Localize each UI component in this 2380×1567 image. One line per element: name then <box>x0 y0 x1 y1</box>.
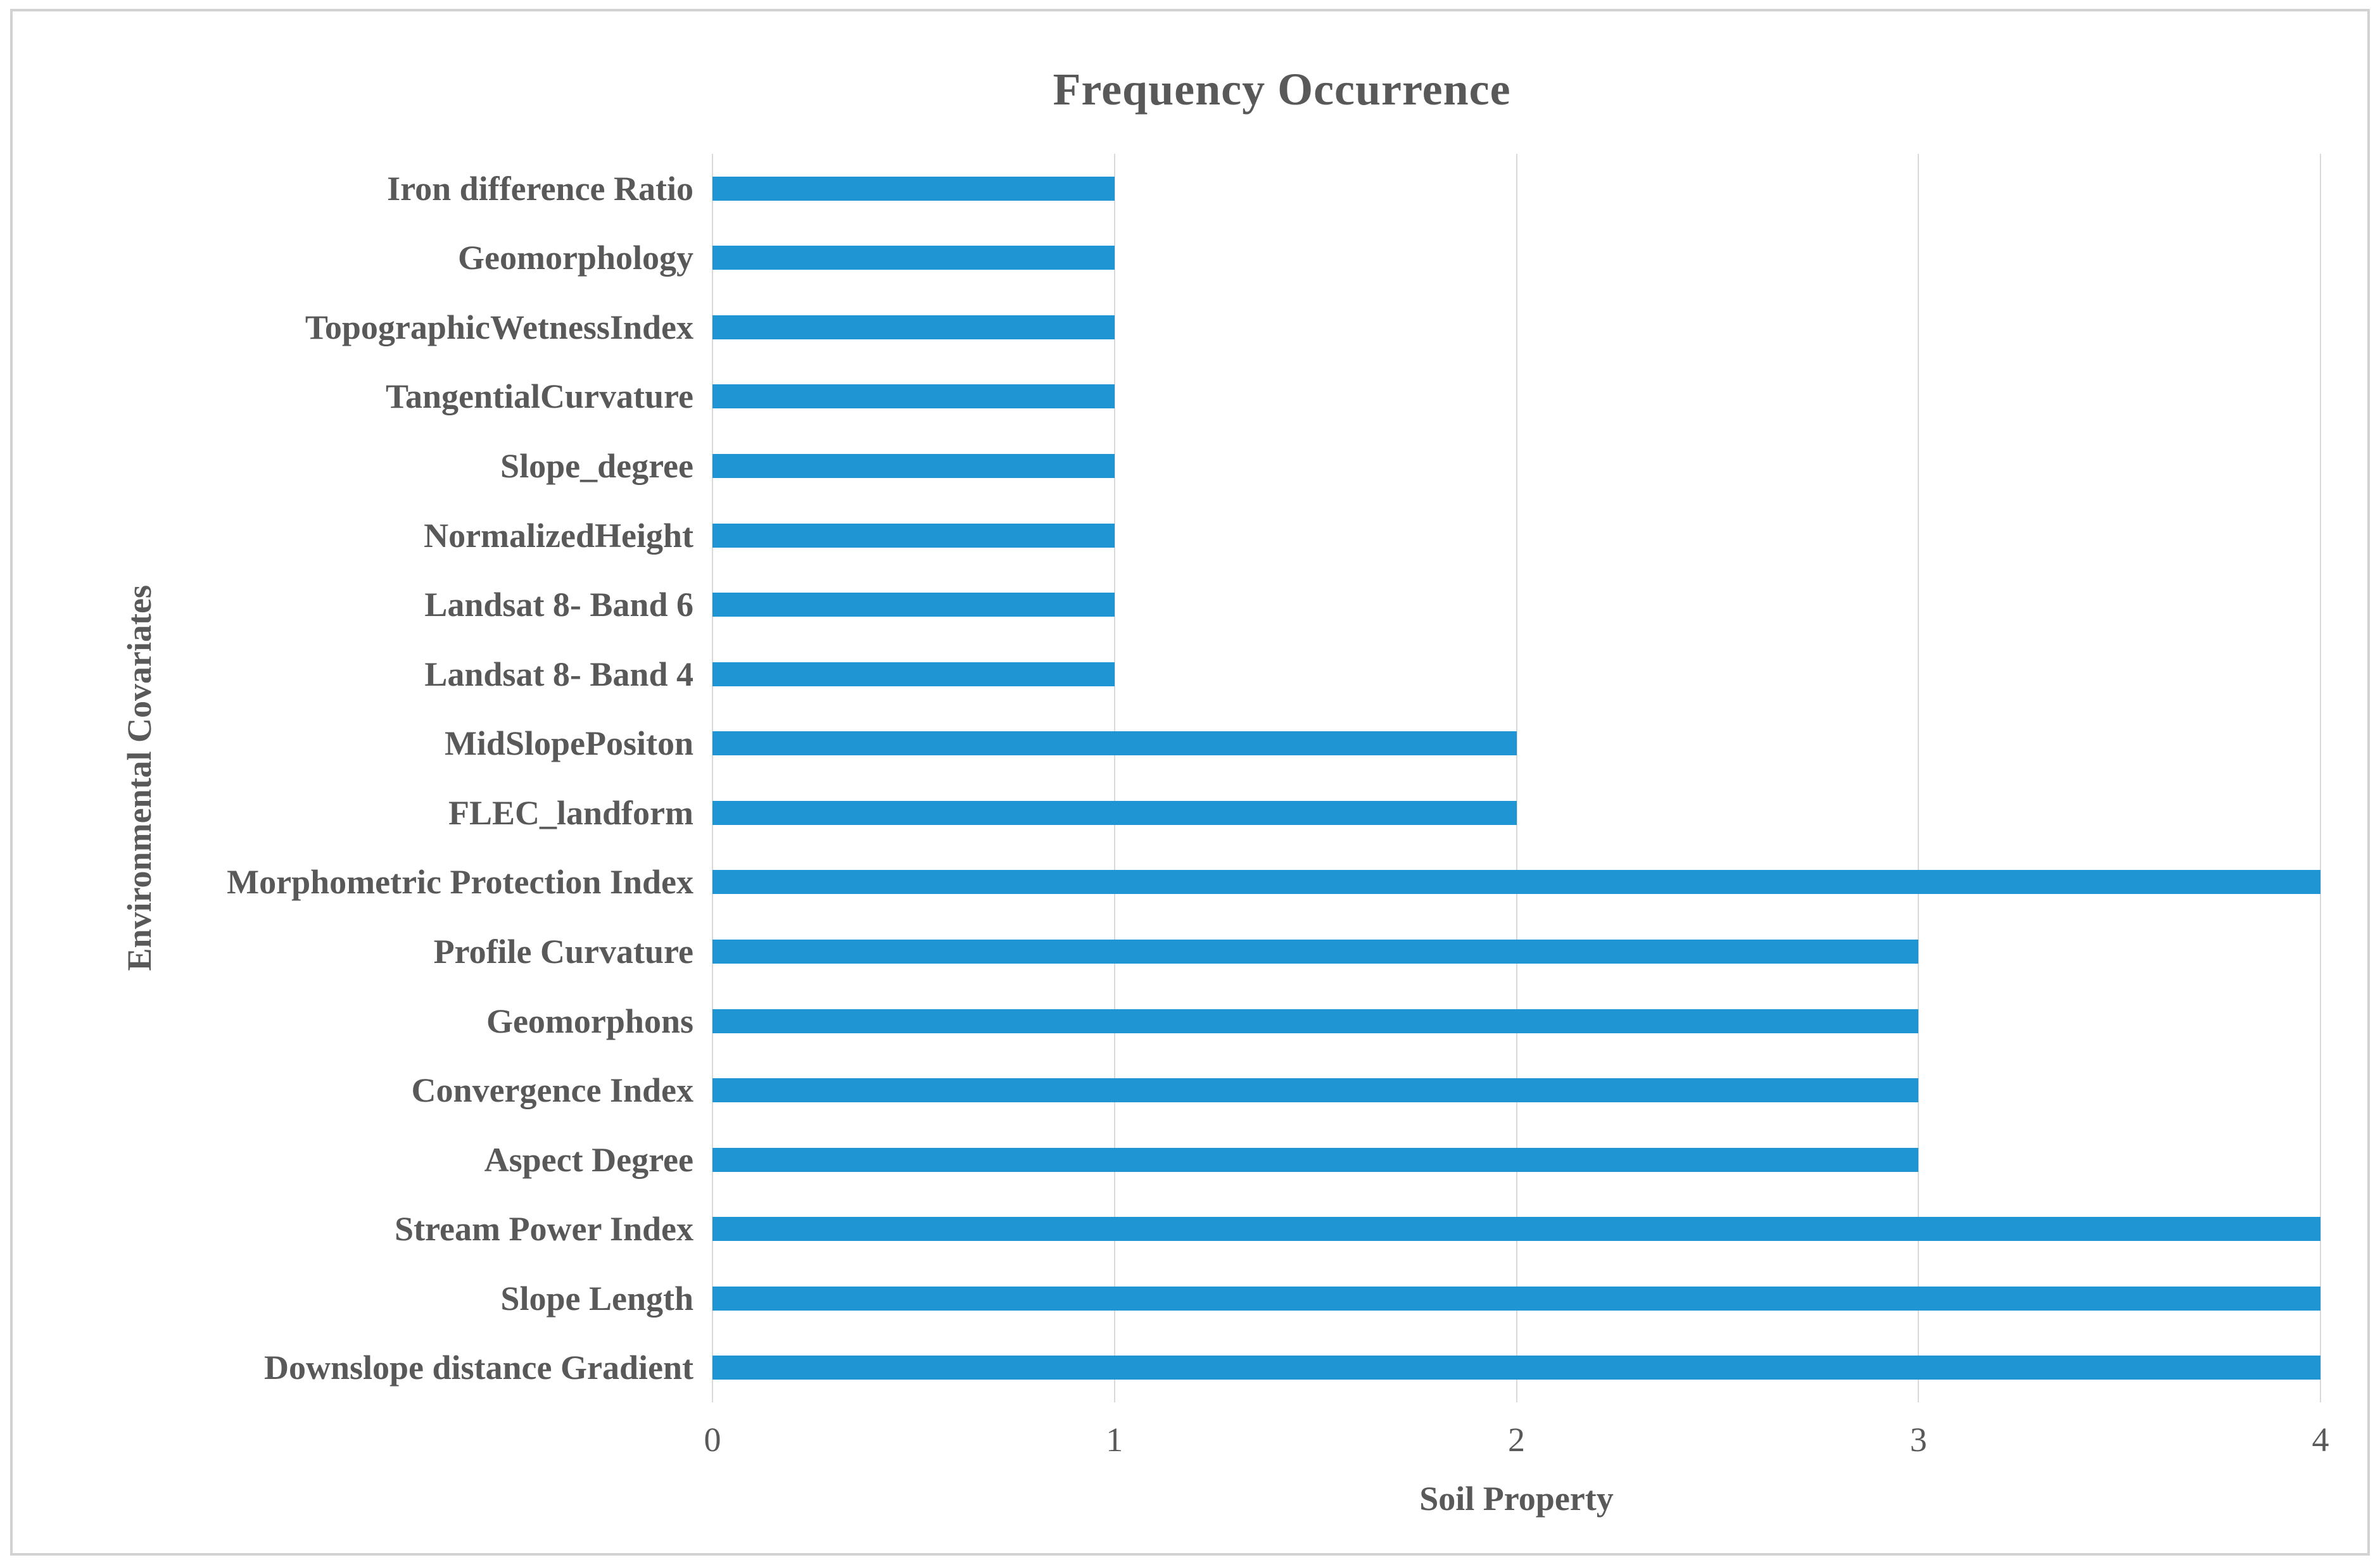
category-label: TangentialCurvature <box>385 377 693 416</box>
chart-title: Frequency Occurrence <box>1053 64 1511 115</box>
x-tick-label-3: 3 <box>1909 1421 1927 1459</box>
bar-row <box>712 917 2320 986</box>
category-row: FLEC_landform <box>13 778 693 848</box>
category-label: Aspect Degree <box>484 1140 693 1179</box>
bar-row <box>712 1264 2320 1333</box>
bar-row <box>712 154 2320 223</box>
category-row: Stream Power Index <box>13 1194 693 1264</box>
bar-row <box>712 1055 2320 1125</box>
category-row: Iron difference Ratio <box>13 154 693 223</box>
category-row: Slope_degree <box>13 431 693 501</box>
plot-area <box>712 154 2321 1402</box>
category-row: Aspect Degree <box>13 1125 693 1195</box>
bar-row <box>712 709 2320 779</box>
category-row: MidSlopePositon <box>13 709 693 779</box>
bar-row <box>712 431 2320 501</box>
category-label: Slope Length <box>500 1279 693 1318</box>
x-tick-label-0: 0 <box>704 1421 721 1459</box>
bar-row <box>712 223 2320 293</box>
category-row: Landsat 8- Band 4 <box>13 639 693 709</box>
category-label: MidSlopePositon <box>444 724 693 763</box>
figure-frame: Frequency Occurrence Environmental Covar… <box>10 9 2370 1556</box>
bar-rows <box>712 154 2320 1402</box>
category-row: Geomorphology <box>13 223 693 293</box>
category-row: Downslope distance Gradient <box>13 1333 693 1403</box>
bar-row <box>712 1125 2320 1195</box>
category-row: Morphometric Protection Index <box>13 848 693 917</box>
category-row: Slope Length <box>13 1264 693 1333</box>
bar-row <box>712 570 2320 639</box>
bar-row <box>712 362 2320 432</box>
category-label: TopographicWetnessIndex <box>305 308 693 346</box>
bar-midslopepositon <box>712 731 1517 756</box>
bar-row <box>712 1333 2320 1403</box>
category-label: Landsat 8- Band 4 <box>424 655 693 693</box>
category-label: FLEC_landform <box>448 793 693 832</box>
bar-landsat-8-band-6 <box>712 593 1115 617</box>
bar-slope-length <box>712 1286 2320 1311</box>
category-row: TangentialCurvature <box>13 362 693 432</box>
gridline-x-1 <box>1113 154 1115 1402</box>
bar-aspect-degree <box>712 1147 1919 1172</box>
category-label: Geomorphons <box>486 1002 693 1040</box>
bar-row <box>712 848 2320 917</box>
bar-row <box>712 778 2320 848</box>
category-row: Geomorphons <box>13 986 693 1056</box>
category-label: NormalizedHeight <box>424 516 693 555</box>
category-label: Landsat 8- Band 6 <box>424 586 693 624</box>
category-row: TopographicWetnessIndex <box>13 293 693 362</box>
category-row: Convergence Index <box>13 1055 693 1125</box>
bar-row <box>712 1194 2320 1264</box>
category-label: Iron difference Ratio <box>387 169 693 208</box>
category-label: Downslope distance Gradient <box>263 1349 693 1387</box>
bar-row <box>712 293 2320 362</box>
bar-profile-curvature <box>712 939 1919 964</box>
category-label: Profile Curvature <box>433 932 693 971</box>
bar-flec-landform <box>712 800 1517 825</box>
bar-row <box>712 501 2320 570</box>
bar-landsat-8-band-4 <box>712 662 1115 686</box>
category-row: NormalizedHeight <box>13 501 693 570</box>
bar-geomorphons <box>712 1009 1919 1033</box>
category-label-column: Iron difference Ratio Geomorphology Topogr… <box>13 154 712 1402</box>
x-axis-title: Soil Property <box>1419 1480 1614 1518</box>
bar-morphometric-protection-index <box>712 870 2320 895</box>
bar-normalizedheight <box>712 523 1115 548</box>
x-tick-label-4: 4 <box>2312 1421 2329 1459</box>
bar-geomorphology <box>712 246 1115 270</box>
category-row: Landsat 8- Band 6 <box>13 570 693 639</box>
x-tick-label-2: 2 <box>1508 1421 1525 1459</box>
bar-iron-difference-ratio <box>712 176 1115 201</box>
category-label: Morphometric Protection Index <box>227 863 693 902</box>
x-axis-ticks: 0 1 2 3 4 <box>704 1420 2329 1464</box>
category-row: Profile Curvature <box>13 917 693 986</box>
x-tick-label-1: 1 <box>1106 1421 1124 1459</box>
category-label: Slope_degree <box>500 447 693 486</box>
category-label: Geomorphology <box>458 239 693 277</box>
bar-tangentialcurvature <box>712 384 1115 409</box>
bar-row <box>712 986 2320 1056</box>
bar-stream-power-index <box>712 1217 2320 1242</box>
bar-convergence-index <box>712 1078 1919 1103</box>
bar-slope-degree <box>712 454 1115 479</box>
category-label: Stream Power Index <box>395 1210 693 1249</box>
bar-downslope-distance-gradient <box>712 1356 2320 1380</box>
category-label: Convergence Index <box>411 1071 693 1110</box>
bar-topographicwetnessindex <box>712 315 1115 339</box>
gridline-x-2 <box>1516 154 1517 1402</box>
gridline-x-3 <box>1918 154 1920 1402</box>
bar-row <box>712 639 2320 709</box>
gridline-x-0 <box>712 154 713 1402</box>
gridline-x-4 <box>2320 154 2321 1402</box>
